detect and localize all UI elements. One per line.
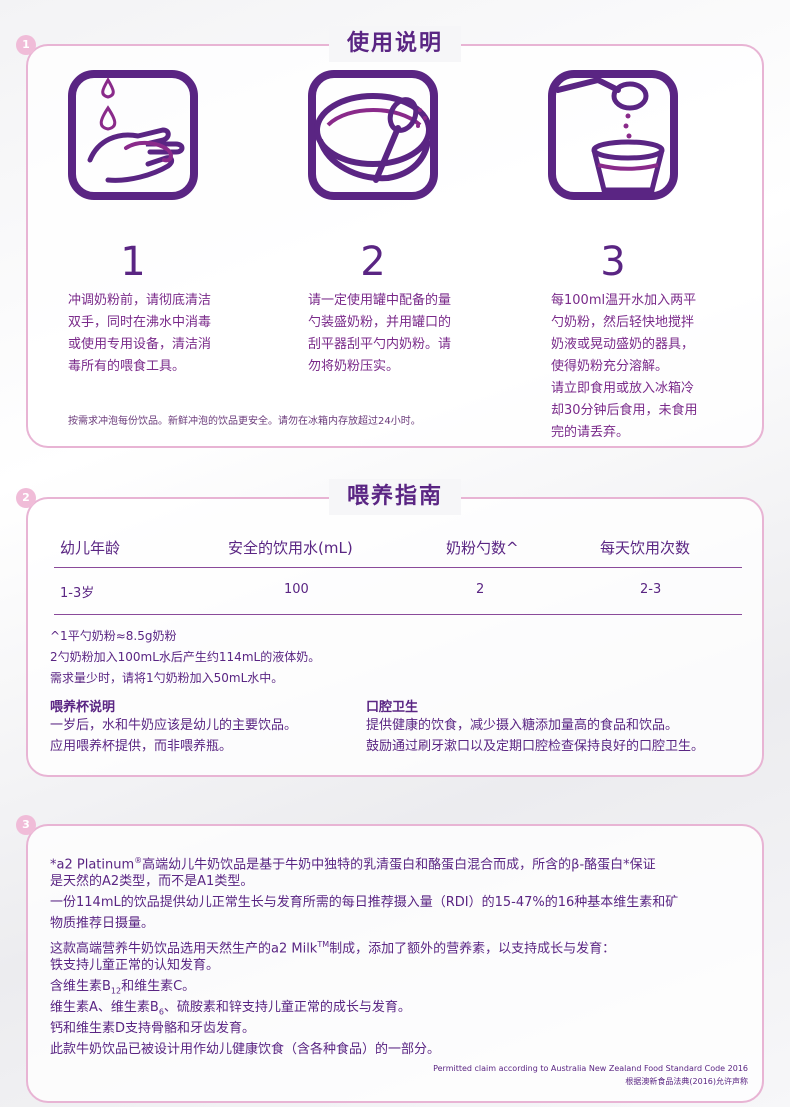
step-1-text: 冲调奶粉前，请彻底清洁 双手，同时在沸水中消毒 或使用专用设备，清洁消 毒所有的… [68, 293, 212, 374]
product-claims-panel: 3 *a2 Platinum®高端幼儿牛奶饮品是基于牛奶中独特的乳清蛋白和酪蛋白… [16, 815, 764, 1103]
footer-chinese: 根据澳新食品法典(2016)允许声称 [625, 1077, 748, 1086]
header-scoops: 奶粉勺数^ [446, 539, 519, 557]
step-3-text: 每100ml温开水加入两平 勺奶粉，然后轻快地搅拌 奶液或晃动盛奶的器具， 使得… [551, 293, 698, 440]
scoop-notes: ^1平勺奶粉≈8.5g奶粉 2勺奶粉加入100mL水后产生约114mL的液体奶。… [50, 629, 321, 685]
oral-text: 提供健康的饮食，减少摄入糖添加量高的食品和饮品。 鼓励通过刷牙漱口以及定期口腔检… [366, 718, 705, 754]
claim-line: 维生素A、维生素B6、硫胺素和锌支持儿童正常的成长与发育。 [50, 1000, 411, 1017]
feeding-guide-panel: 2 喂养指南 幼儿年龄 安全的饮用水(mL) 奶粉勺数^ 每天饮用次数 1-3岁… [16, 479, 764, 777]
storage-note: 按需求冲泡每份饮品。新鲜冲泡的饮品更安全。请勿在冰箱内存放超过24小时。 [68, 416, 421, 427]
footer-english: Permitted claim according to Australia N… [433, 1064, 748, 1073]
claim-line: 钙和维生素D支持骨骼和牙齿发育。 [50, 1021, 256, 1036]
claim-line: 铁支持儿童正常的认知发育。 [50, 958, 220, 973]
section-number-badge: 1 [16, 35, 36, 55]
pour-powder-icon [548, 70, 678, 200]
step-number-1: 1 [120, 239, 146, 285]
claim-line: 此款牛奶饮品已被设计用作幼儿健康饮食（含各种食品）的一部分。 [50, 1042, 441, 1057]
instructions-panel: 1 使用说明 [16, 26, 764, 448]
cell-scoops: 2 [476, 582, 485, 597]
header-age: 幼儿年龄 [60, 539, 121, 557]
claim-line: 这款高端营养牛奶饮品选用天然生产的a2 MilkTM制成，添加了额外的营养素，以… [50, 940, 616, 957]
cup-text: 一岁后，水和牛奶应该是幼儿的主要饮品。 应用喂养杯提供，而非喂养瓶。 [50, 718, 298, 754]
table-divider [54, 614, 742, 615]
section-title: 使用说明 [28, 26, 762, 62]
section-number-badge: 3 [16, 815, 36, 835]
table-divider [54, 567, 742, 568]
claim-line: *a2 Platinum®高端幼儿牛奶饮品是基于牛奶中独特的乳清蛋白和酪蛋白混合… [50, 856, 656, 873]
claim-line: 是天然的A2类型，而不是A1类型。 [50, 874, 254, 889]
cell-water: 100 [284, 582, 309, 597]
header-water: 安全的饮用水(mL) [228, 539, 353, 557]
section-title: 喂养指南 [28, 479, 762, 515]
claim-line: 含维生素B12和维生素C。 [50, 979, 196, 996]
hand-washing-icon [68, 70, 198, 200]
claim-line: 一份114mL的饮品提供幼儿正常生长与发育所需的每日推荐摄入量（RDI）的15-… [50, 895, 679, 910]
section-number-badge: 2 [16, 488, 36, 508]
claim-line: 物质推荐日摄量。 [50, 916, 155, 931]
cell-frequency: 2-3 [640, 582, 662, 597]
step-2-text: 请一定使用罐中配备的量 勺装盛奶粉，并用罐口的 刮平器刮平勺内奶粉。请 勿将奶粉… [308, 293, 452, 374]
scoop-leveling-icon [308, 70, 438, 200]
step-number-2: 2 [360, 239, 386, 285]
cell-age: 1-3岁 [60, 586, 95, 601]
cup-title: 喂养杯说明 [50, 700, 116, 715]
header-frequency: 每天饮用次数 [600, 539, 691, 557]
step-number-3: 3 [600, 239, 626, 285]
oral-title: 口腔卫生 [366, 700, 419, 715]
